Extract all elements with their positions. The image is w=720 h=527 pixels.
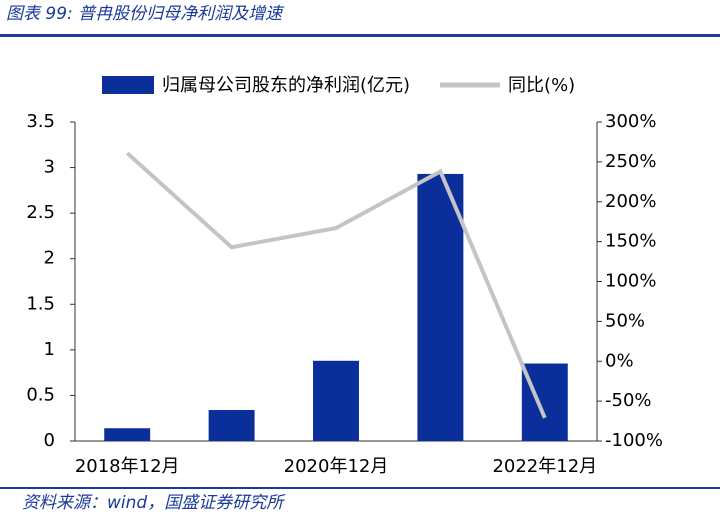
y-tick-label: 0.5	[26, 384, 55, 405]
y-tick-label: 0	[44, 430, 55, 451]
bar	[104, 428, 151, 441]
bar	[521, 363, 568, 441]
x-tick-label: 2022年12月	[492, 456, 597, 477]
y2-tick-label: 200%	[605, 191, 656, 212]
y2-tick-label: -100%	[605, 430, 663, 451]
source: 资料来源：wind，国盛证券研究所	[22, 493, 286, 513]
y-tick-label: 3.5	[26, 111, 55, 132]
y2-tick-label: 50%	[605, 310, 645, 331]
legend-swatch	[102, 76, 154, 94]
legend-label: 同比(%)	[508, 75, 575, 96]
x-tick-label: 2018年12月	[75, 456, 180, 477]
bar	[313, 360, 359, 441]
y2-tick-label: 100%	[605, 271, 656, 292]
y2-tick-label: 150%	[605, 231, 656, 252]
line	[125, 151, 547, 419]
y2-tick-label: 0%	[605, 350, 634, 371]
y-tick-label: 1.5	[26, 293, 55, 314]
bar	[417, 173, 464, 442]
bar	[208, 410, 255, 441]
footer-rule	[0, 487, 720, 489]
legend-label: 归属母公司股东的净利润(亿元)	[162, 75, 410, 96]
y2-tick-label: -50%	[605, 390, 652, 411]
y2-tick-label: 300%	[605, 111, 656, 132]
header-rule	[0, 34, 720, 37]
chart-title: 图表 99: 普冉股份归母净利润及增速	[6, 4, 285, 24]
y2-tick-label: 250%	[605, 151, 656, 172]
y-tick-label: 2	[44, 248, 55, 269]
y-tick-label: 3	[44, 157, 55, 178]
y-tick-label: 1	[44, 339, 55, 360]
y-tick-label: 2.5	[26, 202, 55, 223]
x-tick-label: 2020年12月	[284, 456, 389, 477]
